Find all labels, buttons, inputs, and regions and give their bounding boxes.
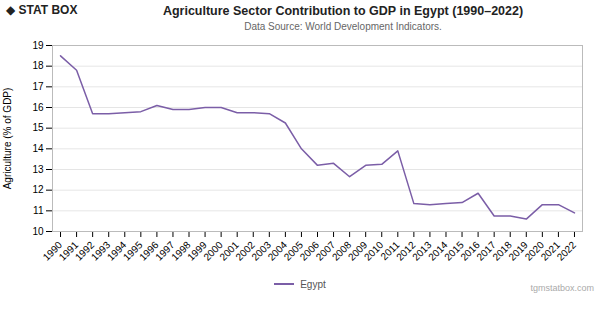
svg-text:19: 19	[32, 40, 44, 51]
svg-text:1992: 1992	[72, 239, 97, 263]
svg-text:Agriculture (% of GDP): Agriculture (% of GDP)	[2, 88, 13, 190]
svg-text:2015: 2015	[442, 239, 466, 263]
svg-text:2012: 2012	[394, 239, 418, 263]
svg-text:15: 15	[32, 122, 44, 133]
html-text:Data Source: World Development: Data Source: World Development Indicator…	[244, 21, 442, 32]
svg-text:10: 10	[32, 226, 44, 237]
svg-text:1996: 1996	[137, 239, 161, 263]
svg-text:2011: 2011	[378, 239, 402, 263]
svg-text:2005: 2005	[281, 239, 306, 263]
svg-text:1998: 1998	[169, 239, 193, 263]
svg-text:2019: 2019	[506, 239, 530, 263]
svg-text:1994: 1994	[104, 239, 129, 263]
svg-text:2007: 2007	[313, 239, 338, 263]
svg-text:2020: 2020	[522, 239, 546, 263]
svg-text:2004: 2004	[265, 239, 290, 263]
html-text:tgmstatbox.com: tgmstatbox.com	[530, 283, 594, 293]
svg-text:2003: 2003	[249, 239, 273, 263]
svg-text:1997: 1997	[153, 239, 177, 263]
svg-text:2017: 2017	[474, 239, 498, 263]
svg-text:12: 12	[32, 184, 44, 195]
svg-text:2001: 2001	[217, 239, 241, 263]
svg-text:2010: 2010	[361, 239, 386, 263]
svg-text:1990: 1990	[40, 239, 65, 263]
svg-text:17: 17	[32, 81, 44, 92]
svg-text:2021: 2021	[538, 239, 563, 263]
svg-text:2016: 2016	[458, 239, 482, 263]
svg-text:11: 11	[33, 205, 44, 216]
svg-text:1991: 1991	[56, 239, 81, 263]
svg-text:13: 13	[32, 164, 44, 175]
svg-text:2000: 2000	[201, 239, 225, 263]
svg-text:2014: 2014	[426, 239, 450, 263]
svg-text:1993: 1993	[88, 239, 113, 263]
svg-text:2002: 2002	[233, 239, 257, 263]
html-text:Egypt: Egypt	[300, 278, 326, 290]
svg-text:2008: 2008	[329, 239, 354, 263]
svg-text:1995: 1995	[121, 239, 145, 263]
svg-text:18: 18	[32, 60, 44, 71]
html-text:◆ STAT BOX: ◆ STAT BOX	[6, 3, 78, 17]
svg-text:2013: 2013	[410, 239, 434, 263]
svg-text:14: 14	[32, 143, 44, 154]
svg-text:2006: 2006	[297, 239, 322, 263]
html-text:Agriculture Sector Contributio: Agriculture Sector Contribution to GDP i…	[162, 4, 524, 18]
svg-text:2009: 2009	[345, 239, 370, 263]
svg-text:2022: 2022	[555, 239, 579, 263]
svg-text:16: 16	[32, 102, 44, 113]
svg-text:1999: 1999	[185, 239, 209, 263]
svg-text:2018: 2018	[490, 239, 514, 263]
